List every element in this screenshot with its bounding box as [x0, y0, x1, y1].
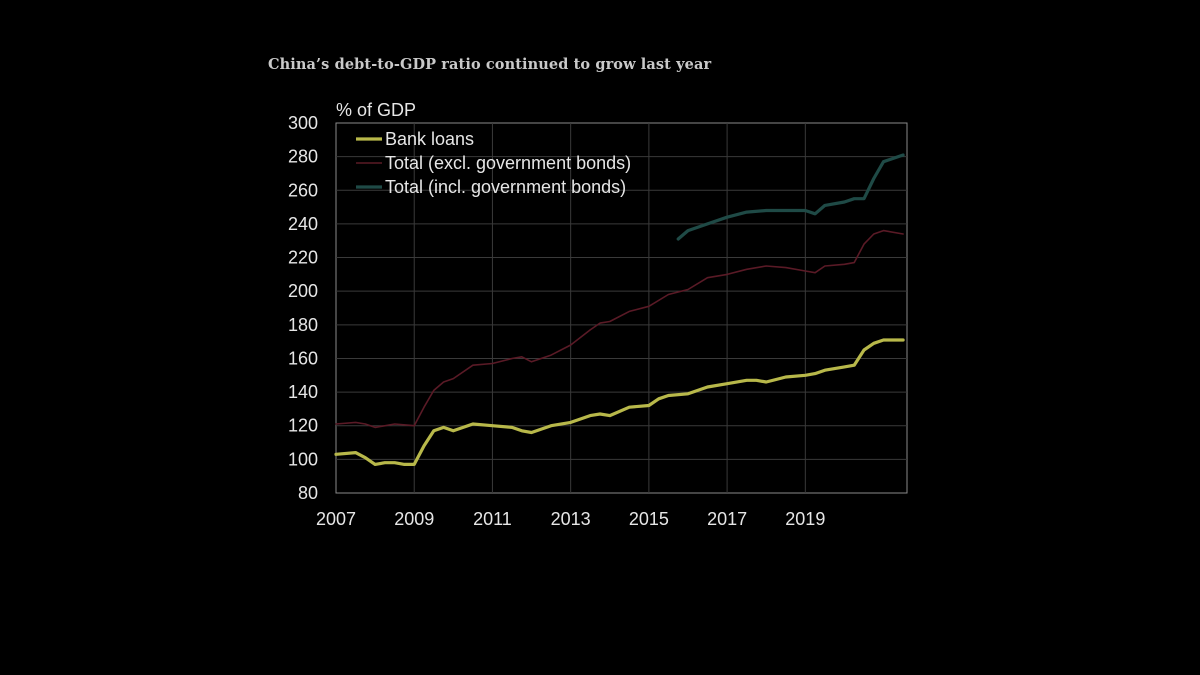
plot-frame: [335, 122, 908, 494]
x-tick-label: 2017: [707, 509, 747, 529]
legend: Bank loans Total (excl. government bonds)…: [356, 129, 631, 197]
y-tick-label: 240: [288, 214, 318, 234]
legend-label-1: Bank loans: [385, 129, 474, 149]
x-tick-label: 2013: [551, 509, 591, 529]
y-tick-label: 140: [288, 382, 318, 402]
legend-label-2: Total (excl. government bonds): [385, 153, 631, 173]
x-tick-label: 2019: [785, 509, 825, 529]
series-lines: [334, 153, 905, 466]
y-tick-label: 120: [288, 416, 318, 436]
y-tick-label: 280: [288, 147, 318, 167]
y-tick-label: 300: [288, 113, 318, 133]
y-tick-label: 200: [288, 281, 318, 301]
y-axis: 80 100 120 140 160 180 200 220 240 260 280 300: [288, 113, 318, 503]
y-tick-label: 80: [298, 483, 318, 503]
legend-label-3: Total (incl. government bonds): [385, 177, 626, 197]
x-axis: 2007 2009 2011 2013 2015 2017 2019: [316, 509, 825, 529]
x-tick-label: 2015: [629, 509, 669, 529]
series-line-3: [676, 153, 905, 241]
grid: [336, 123, 907, 493]
x-tick-label: 2007: [316, 509, 356, 529]
y-tick-label: 100: [288, 449, 318, 469]
series-line-1: [334, 338, 905, 466]
chart-title: China’s debt-to-GDP ratio continued to g…: [268, 56, 712, 73]
y-tick-label: 180: [288, 315, 318, 335]
y-tick-label: 260: [288, 180, 318, 200]
series-line-2: [335, 229, 904, 429]
y-tick-label: 160: [288, 348, 318, 368]
x-tick-label: 2009: [394, 509, 434, 529]
x-tick-label: 2011: [473, 509, 512, 529]
y-tick-label: 220: [288, 248, 318, 268]
y-axis-label: % of GDP: [336, 100, 416, 120]
